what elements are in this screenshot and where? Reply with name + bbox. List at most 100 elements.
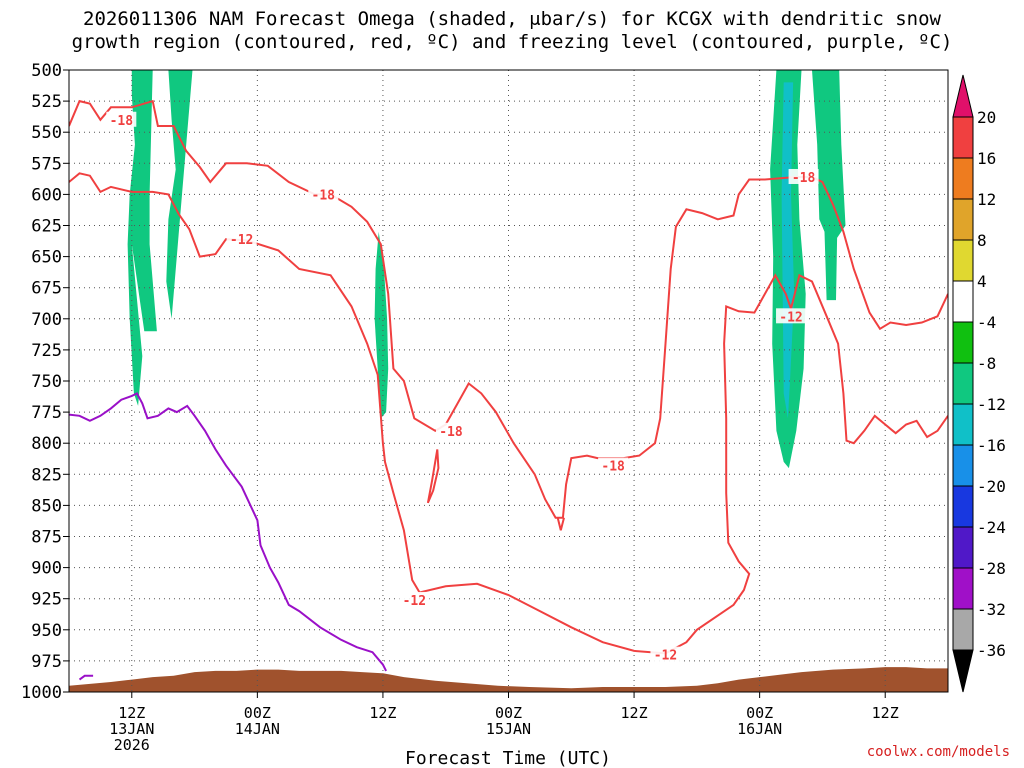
colorbar-label-9: -16 bbox=[977, 436, 1006, 455]
y-tick-label-750: 750 bbox=[31, 372, 62, 392]
dgz-label-bg-4 bbox=[435, 422, 466, 438]
y-tick-label-900: 900 bbox=[31, 559, 62, 579]
dgz-contour-label-6: -12 bbox=[403, 594, 426, 609]
dgz-label-bg-2 bbox=[308, 186, 339, 202]
colorbar-band-11 bbox=[952, 526, 974, 569]
dgz-label-bg-6 bbox=[399, 591, 430, 607]
omega-region-3 bbox=[374, 231, 389, 419]
y-tick-label-875: 875 bbox=[31, 528, 62, 548]
x-tick-label-h6-3: 2026 bbox=[114, 736, 150, 754]
y-tick-label-950: 950 bbox=[31, 621, 62, 641]
y-tick-label-525: 525 bbox=[31, 92, 62, 112]
omega-region-1 bbox=[127, 70, 157, 406]
x-tick-label-h54-1: 12Z bbox=[621, 704, 648, 722]
dgz-contour-label-3: -12 bbox=[230, 233, 253, 248]
colorbar-band-3 bbox=[952, 198, 974, 241]
colorbar-label-14: -36 bbox=[977, 641, 1006, 660]
freezing-level-line bbox=[69, 392, 387, 672]
colorbar-label-1: 20 bbox=[977, 108, 996, 127]
colorbar-band-10 bbox=[952, 485, 974, 528]
dgz-contour-label-5: -18 bbox=[601, 460, 625, 475]
dgz-label-bg-7 bbox=[650, 646, 681, 662]
colorbar-band-1 bbox=[952, 116, 974, 159]
colorbar-band-5 bbox=[952, 280, 974, 323]
colorbar-label-8: -12 bbox=[977, 395, 1006, 414]
y-tick-label-600: 600 bbox=[31, 185, 62, 205]
dgz-contour-label-1: -18 bbox=[110, 114, 134, 129]
colorbar-label-5: 4 bbox=[977, 272, 987, 291]
colorbar-band-2 bbox=[952, 157, 974, 200]
colorbar-band-9 bbox=[952, 444, 974, 487]
omega-region-5 bbox=[781, 82, 795, 419]
dgz-contour-3 bbox=[426, 449, 440, 504]
x-tick-label-h66-2: 16JAN bbox=[737, 720, 782, 738]
chart-title-line-1: 2026011306 NAM Forecast Omega (shaded, μ… bbox=[83, 8, 941, 30]
y-tick-label-575: 575 bbox=[31, 154, 62, 174]
dgz-contour-label-2: -18 bbox=[312, 188, 336, 203]
y-tick-label-775: 775 bbox=[31, 403, 62, 423]
dgz-contour-label-7: -12 bbox=[654, 649, 677, 664]
y-tick-label-800: 800 bbox=[31, 434, 62, 454]
colorbar-band-7 bbox=[952, 362, 974, 405]
x-tick-label-h78-1: 12Z bbox=[872, 704, 899, 722]
colorbar-label-10: -20 bbox=[977, 477, 1006, 496]
colorbar-label-4: 8 bbox=[977, 231, 987, 250]
colorbar-band-13 bbox=[952, 608, 974, 651]
y-tick-label-925: 925 bbox=[31, 590, 62, 610]
omega-region-9 bbox=[471, 70, 493, 116]
freezing-level-contour bbox=[69, 392, 387, 681]
colorbar-band-6 bbox=[952, 321, 974, 364]
y-tick-label-725: 725 bbox=[31, 341, 62, 361]
y-tick-label-850: 850 bbox=[31, 496, 62, 516]
colorbar-bottom-triangle bbox=[952, 649, 974, 693]
dgz-label-bg-9 bbox=[776, 308, 807, 324]
x-tick-label-h6-2: 13JAN bbox=[109, 720, 154, 738]
dgz-label-bg-8 bbox=[788, 168, 819, 184]
omega-region-6 bbox=[812, 70, 846, 301]
colorbar-band-8 bbox=[952, 403, 974, 446]
colorbar-label-11: -24 bbox=[977, 518, 1006, 537]
colorbar-band-4 bbox=[952, 239, 974, 282]
colorbar-label-3: 12 bbox=[977, 190, 996, 209]
colorbar-band-12 bbox=[952, 567, 974, 610]
freezing-level-fragment bbox=[78, 674, 94, 681]
colorbar-label-7: -8 bbox=[977, 354, 996, 373]
y-tick-label-825: 825 bbox=[31, 465, 62, 485]
dgz-contour-4 bbox=[556, 517, 565, 531]
dgz-contour-label-9: -12 bbox=[779, 310, 802, 325]
x-tick-label-h42-2: 15JAN bbox=[486, 720, 531, 738]
colorbar: 20 16 12 8 4 -4 -8 -12 -16 -20 -24 -28 -32 -36 bbox=[952, 74, 1006, 693]
dgz-contour-label-8: -18 bbox=[792, 171, 816, 186]
x-tick-label-h66-1: 00Z bbox=[746, 704, 773, 722]
y-tick-label-675: 675 bbox=[31, 279, 62, 299]
x-tick-label-h42-1: 00Z bbox=[495, 704, 522, 722]
colorbar-label-2: 16 bbox=[977, 149, 996, 168]
terrain-layer bbox=[69, 667, 948, 692]
grid-lines bbox=[69, 70, 948, 692]
dgz-contour-label-4: -18 bbox=[439, 425, 463, 440]
chart-title-line-2: growth region (contoured, red, ºC) and f… bbox=[71, 31, 953, 53]
x-tick-label-h6-1: 12Z bbox=[118, 704, 145, 722]
credit-text: coolwx.com/models bbox=[866, 744, 1010, 760]
y-tick-label-500: 500 bbox=[31, 61, 62, 81]
y-tick-label-975: 975 bbox=[31, 652, 62, 672]
omega-region-8 bbox=[210, 182, 221, 263]
dgz-label-bg-3 bbox=[226, 231, 257, 247]
y-tick-label-700: 700 bbox=[31, 310, 62, 330]
colorbar-top-triangle bbox=[952, 74, 974, 118]
x-tick-label-h30-1: 12Z bbox=[369, 704, 396, 722]
colorbar-label-12: -28 bbox=[977, 559, 1006, 578]
y-tick-label-1000: 1000 bbox=[21, 683, 62, 703]
dgz-label-bg-5 bbox=[598, 457, 629, 473]
colorbar-label-13: -32 bbox=[977, 600, 1006, 619]
x-tick-label-h18-2: 14JAN bbox=[235, 720, 280, 738]
y-tick-label-550: 550 bbox=[31, 123, 62, 143]
x-axis-label: Forecast Time (UTC) bbox=[405, 748, 611, 768]
x-tick-label-h18-1: 00Z bbox=[244, 704, 271, 722]
colorbar-label-6: -4 bbox=[977, 313, 996, 332]
y-tick-label-650: 650 bbox=[31, 248, 62, 268]
terrain-fill bbox=[69, 667, 948, 692]
omega-shading bbox=[127, 70, 846, 556]
